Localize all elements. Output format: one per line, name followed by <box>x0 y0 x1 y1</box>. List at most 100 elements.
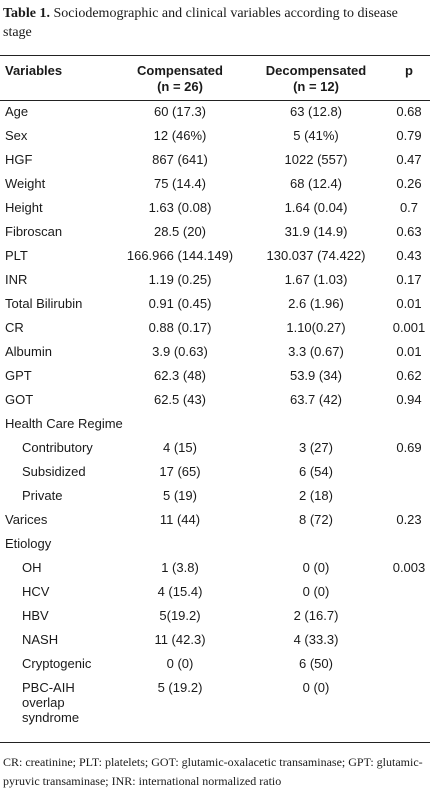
cell-variable: Varices <box>5 512 48 527</box>
cell-compensated: 0.88 (0.17) <box>148 320 212 335</box>
cell-compensated: 0.91 (0.45) <box>148 296 212 311</box>
cell-p: 0.23 <box>396 512 422 527</box>
cell-variable: Private <box>22 488 63 503</box>
cell-variable: OH <box>22 560 42 575</box>
cell-variable: Weight <box>5 176 46 191</box>
cell-p <box>383 580 430 604</box>
cell-p: 0.62 <box>396 368 422 383</box>
cell-variable: Height <box>5 200 43 215</box>
cell-p <box>383 604 430 628</box>
cell-decompensated: 63 (12.8) <box>289 104 343 119</box>
cell-decompensated: 0 (0) <box>302 560 330 575</box>
table-row: Fibroscan 28.5 (20) 31.9 (14.9) 0.63 <box>0 220 430 244</box>
cell-variable-line: syndrome <box>22 710 80 725</box>
cell-compensated: 62.5 (43) <box>153 392 207 407</box>
table-row: Weight 75 (14.4) 68 (12.4) 0.26 <box>0 172 430 196</box>
cell-decompensated: 2 (18) <box>299 488 333 503</box>
table-row: Varices 11 (44) 8 (72) 0.23 <box>0 508 430 532</box>
cell-variable: Albumin <box>5 344 52 359</box>
table-row: Age 60 (17.3) 63 (12.8) 0.68 <box>0 100 430 124</box>
cell-compensated: 5 (19) <box>163 488 197 503</box>
cell-decompensated: 53.9 (34) <box>289 368 343 383</box>
table-row: GOT 62.5 (43) 63.7 (42) 0.94 <box>0 388 430 412</box>
cell-variable: NASH <box>22 632 59 647</box>
cell-variable: GOT <box>5 392 34 407</box>
cell-p: 0.79 <box>396 128 422 143</box>
table-row: HBV 5(19.2) 2 (16.7) <box>0 604 430 628</box>
table-top-rule <box>0 55 430 56</box>
cell-p: 0.94 <box>396 392 422 407</box>
cell-compensated: 5(19.2) <box>159 608 201 623</box>
table-row: Height 1.63 (0.08) 1.64 (0.04) 0.7 <box>0 196 430 220</box>
header-p: p <box>405 63 413 78</box>
cell-variable-line: PBC-AIH <box>22 680 75 695</box>
cell-compensated: 75 (14.4) <box>153 176 207 191</box>
cell-compensated: 4 (15.4) <box>157 584 203 599</box>
cell-p <box>383 628 430 652</box>
cell-variable: Contributory <box>22 440 93 455</box>
header-compensated: Compensated (n = 26) <box>111 55 249 100</box>
table-bottom-rule <box>0 742 430 743</box>
cell-decompensated: 8 (72) <box>299 512 333 527</box>
table-header-rule <box>0 100 430 101</box>
cell-decompensated: 2.6 (1.96) <box>288 296 344 311</box>
cell-decompensated: 1.64 (0.04) <box>284 200 348 215</box>
cell-p <box>383 484 430 508</box>
cell-compensated: 3.9 (0.63) <box>152 344 208 359</box>
table-caption: Table 1. Sociodemographic and clinical v… <box>3 4 427 42</box>
cell-compensated: 11 (42.3) <box>154 632 206 647</box>
table-row: HCV 4 (15.4) 0 (0) <box>0 580 430 604</box>
cell-p <box>383 676 430 734</box>
cell-decompensated: 31.9 (14.9) <box>284 224 348 239</box>
cell-variable: HBV <box>22 608 49 623</box>
cell-decompensated: 2 (16.7) <box>293 608 339 623</box>
cell-compensated: 1.19 (0.25) <box>148 272 212 287</box>
header-decompensated: Decompensated (n = 12) <box>249 55 383 100</box>
cell-variable: Total Bilirubin <box>5 296 83 311</box>
cell-compensated: 166.966 (144.149) <box>126 248 234 263</box>
cell-compensated: 1 (3.8) <box>161 560 199 575</box>
table-row: Total Bilirubin 0.91 (0.45) 2.6 (1.96) 0.01 <box>0 292 430 316</box>
cell-p: 0.003 <box>392 560 426 575</box>
cell-p: 0.01 <box>396 296 422 311</box>
header-decompensated-title: Decompensated <box>265 63 367 78</box>
cell-p: 0.69 <box>396 440 422 455</box>
cell-group-label: Health Care Regime <box>5 416 123 431</box>
cell-variable: PBC-AIH overlap syndrome <box>0 676 111 734</box>
cell-decompensated: 63.7 (42) <box>289 392 343 407</box>
cell-variable: Age <box>5 104 29 119</box>
cell-decompensated: 0 (0) <box>302 680 330 695</box>
table-row: NASH 11 (42.3) 4 (33.3) <box>0 628 430 652</box>
table-row: Cryptogenic 0 (0) 6 (50) <box>0 652 430 676</box>
cell-p: 0.63 <box>396 224 422 239</box>
cell-p: 0.47 <box>396 152 422 167</box>
cell-variable-line: overlap <box>22 695 65 710</box>
cell-decompensated: 3 (27) <box>299 440 333 455</box>
table-caption-text: Sociodemographic and clinical variables … <box>3 6 398 40</box>
cell-decompensated: 4 (33.3) <box>293 632 339 647</box>
cell-variable: HGF <box>5 152 33 167</box>
table-row: Private 5 (19) 2 (18) <box>0 484 430 508</box>
header-compensated-title: Compensated <box>137 63 223 78</box>
header-compensated-n: (n = 26) <box>157 79 203 94</box>
cell-p: 0.26 <box>396 176 422 191</box>
table-row: Sex 12 (46%) 5 (41%) 0.79 <box>0 124 430 148</box>
cell-decompensated: 6 (54) <box>299 464 333 479</box>
cell-decompensated: 130.037 (74.422) <box>266 248 366 263</box>
cell-p: 0.17 <box>396 272 422 287</box>
data-table: Variables Compensated (n = 26) Decompensa… <box>0 55 430 734</box>
table-caption-label: Table 1. <box>3 6 50 21</box>
table-group-row: Health Care Regime <box>0 412 430 436</box>
cell-p: 0.7 <box>399 200 419 215</box>
cell-variable: Fibroscan <box>5 224 63 239</box>
table-row: INR 1.19 (0.25) 1.67 (1.03) 0.17 <box>0 268 430 292</box>
cell-p <box>383 460 430 484</box>
cell-p: 0.001 <box>392 320 426 335</box>
cell-compensated: 17 (65) <box>159 464 201 479</box>
cell-compensated: 1.63 (0.08) <box>148 200 212 215</box>
table-row: OH 1 (3.8) 0 (0) 0.003 <box>0 556 430 580</box>
cell-compensated: 867 (641) <box>152 152 208 167</box>
cell-decompensated: 1022 (557) <box>284 152 348 167</box>
cell-variable: GPT <box>5 368 32 383</box>
table-row: CR 0.88 (0.17) 1.10(0.27) 0.001 <box>0 316 430 340</box>
